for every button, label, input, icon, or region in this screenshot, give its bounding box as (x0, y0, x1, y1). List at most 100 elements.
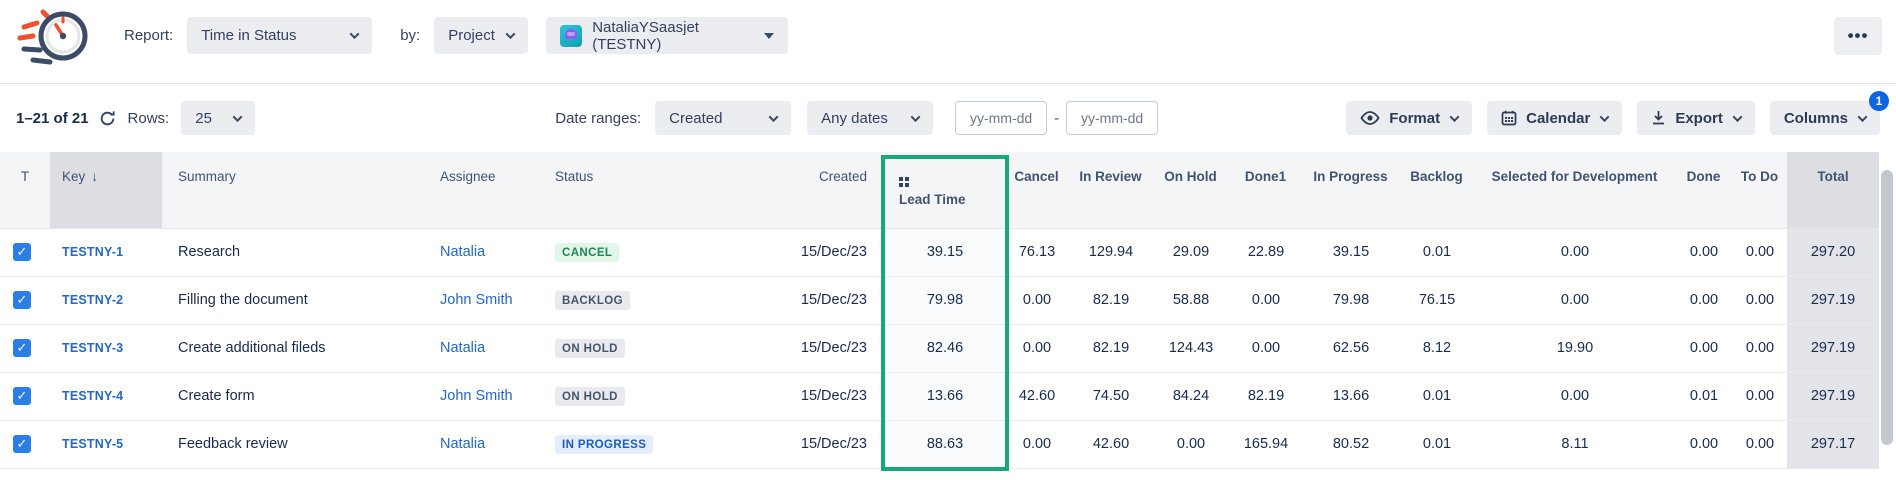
cell-key: TESTNY-3 (50, 324, 162, 373)
column-header-done[interactable]: Done (1675, 152, 1733, 228)
cell-in_progress: 80.52 (1303, 420, 1399, 469)
cell-backlog: 0.01 (1399, 420, 1475, 469)
cell-created: 15/Dec/23 (737, 324, 885, 373)
date-ranges-label: Date ranges: (555, 109, 642, 127)
assignee-link[interactable]: Natalia (440, 340, 486, 356)
cell-t: ✓ (0, 228, 50, 277)
pagination-text: 1–21 of 21 (16, 109, 89, 127)
assignee-link[interactable]: Natalia (440, 244, 486, 260)
cell-assignee: John Smith (432, 372, 547, 421)
cell-cancel: 0.00 (1005, 324, 1069, 373)
cell-on_hold: 0.00 (1153, 420, 1229, 469)
cell-to_do: 0.00 (1733, 372, 1787, 421)
cell-to_do: 0.00 (1733, 324, 1787, 373)
column-header-in_review[interactable]: In Review (1069, 152, 1153, 228)
columns-button[interactable]: Columns 1 (1769, 91, 1889, 135)
format-label: Format (1389, 109, 1441, 127)
date-to-input[interactable] (1066, 101, 1159, 135)
cell-selected_for_development: 0.00 (1475, 372, 1675, 421)
column-header-selected_for_development[interactable]: Selected for Development (1475, 152, 1675, 228)
cell-in_review: 74.50 (1069, 372, 1153, 421)
cell-to_do: 0.00 (1733, 228, 1787, 277)
by-label: by: (400, 27, 421, 44)
table-row: ✓ TESTNY-2 Filling the document John Smith B… (0, 276, 1879, 325)
cell-in_progress: 13.66 (1303, 372, 1399, 421)
column-header-cancel[interactable]: Cancel (1005, 152, 1069, 228)
column-header-in_progress[interactable]: In Progress (1303, 152, 1399, 228)
group-by-dropdown[interactable]: Project (434, 17, 529, 54)
issue-key-link[interactable]: TESTNY-2 (62, 293, 124, 307)
table-row: ✓ TESTNY-1 Research Natalia CANCEL 15/Dec/23 3… (0, 228, 1879, 277)
project-dropdown[interactable]: NataliaYSaasjet (TESTNY) (546, 17, 789, 54)
column-header-t[interactable]: T (0, 152, 50, 228)
assignee-link[interactable]: John Smith (440, 292, 513, 308)
cell-selected_for_development: 0.00 (1475, 228, 1675, 277)
report-table-wrap: T Key ↓ Summary Assignee Status Created Lead Ti… (0, 152, 1896, 471)
cell-on_hold: 124.43 (1153, 324, 1229, 373)
chevron-down-icon (910, 111, 921, 122)
column-header-key[interactable]: Key ↓ (50, 152, 162, 228)
date-field-dropdown[interactable]: Created (655, 101, 792, 135)
row-checkbox[interactable]: ✓ (13, 435, 31, 453)
vertical-scrollbar[interactable] (1881, 170, 1893, 445)
column-header-to_do[interactable]: To Do (1733, 152, 1787, 228)
column-header-total[interactable]: Total (1787, 152, 1879, 228)
date-range-group: Date ranges: Created Any dates - (555, 101, 1159, 135)
cell-summary: Create form (162, 372, 432, 421)
cell-t: ✓ (0, 324, 50, 373)
cell-created: 15/Dec/23 (737, 276, 885, 325)
row-checkbox[interactable]: ✓ (13, 291, 31, 309)
columns-count-badge: 1 (1869, 91, 1889, 111)
column-header-done1[interactable]: Done1 (1229, 152, 1303, 228)
rows-per-page-dropdown[interactable]: 25 (181, 101, 256, 135)
cell-in_progress: 79.98 (1303, 276, 1399, 325)
cell-done: 0.00 (1675, 276, 1733, 325)
issue-key-link[interactable]: TESTNY-3 (62, 341, 124, 355)
cell-lead_time: 13.66 (885, 372, 1005, 421)
top-bar: Report: Time in Status by: Project Natal… (0, 0, 1896, 84)
row-checkbox[interactable]: ✓ (13, 339, 31, 357)
issue-key-link[interactable]: TESTNY-4 (62, 389, 124, 403)
row-checkbox[interactable]: ✓ (13, 243, 31, 261)
cell-selected_for_development: 8.11 (1475, 420, 1675, 469)
issue-key-link[interactable]: TESTNY-5 (62, 437, 124, 451)
issue-key-link[interactable]: TESTNY-1 (62, 245, 124, 259)
cell-backlog: 8.12 (1399, 324, 1475, 373)
cell-lead_time: 82.46 (885, 324, 1005, 373)
calendar-button[interactable]: Calendar (1487, 101, 1623, 135)
cell-t: ✓ (0, 420, 50, 469)
export-button[interactable]: Export (1637, 101, 1755, 135)
column-header-lead_time[interactable]: Lead Time (885, 152, 1005, 228)
cell-to_do: 0.00 (1733, 420, 1787, 469)
date-preset-dropdown[interactable]: Any dates (807, 101, 934, 135)
date-from-input[interactable] (955, 101, 1048, 135)
status-badge: CANCEL (555, 242, 620, 262)
cell-cancel: 0.00 (1005, 276, 1069, 325)
format-button[interactable]: Format (1346, 101, 1473, 135)
refresh-icon[interactable] (99, 110, 116, 127)
cell-summary: Create additional fileds (162, 324, 432, 373)
cell-assignee: John Smith (432, 276, 547, 325)
cell-status: ON HOLD (547, 372, 737, 421)
column-header-summary[interactable]: Summary (162, 152, 432, 228)
cell-done1: 0.00 (1229, 276, 1303, 325)
status-badge: IN PROGRESS (555, 434, 654, 454)
more-menu-button[interactable]: ••• (1834, 16, 1882, 55)
cell-selected_for_development: 19.90 (1475, 324, 1675, 373)
cell-backlog: 0.01 (1399, 372, 1475, 421)
column-header-status[interactable]: Status (547, 152, 737, 228)
assignee-link[interactable]: Natalia (440, 436, 486, 452)
rows-label: Rows: (127, 109, 170, 127)
column-header-backlog[interactable]: Backlog (1399, 152, 1475, 228)
assignee-link[interactable]: John Smith (440, 388, 513, 404)
column-header-created[interactable]: Created (737, 152, 885, 228)
chevron-down-icon (1857, 111, 1868, 122)
column-header-on_hold[interactable]: On Hold (1153, 152, 1229, 228)
column-header-assignee[interactable]: Assignee (432, 152, 547, 228)
cell-in_review: 129.94 (1069, 228, 1153, 277)
date-field-value: Created (669, 109, 723, 127)
row-checkbox[interactable]: ✓ (13, 387, 31, 405)
report-type-dropdown[interactable]: Time in Status (187, 17, 373, 54)
cell-assignee: Natalia (432, 420, 547, 469)
eye-icon (1360, 111, 1380, 125)
